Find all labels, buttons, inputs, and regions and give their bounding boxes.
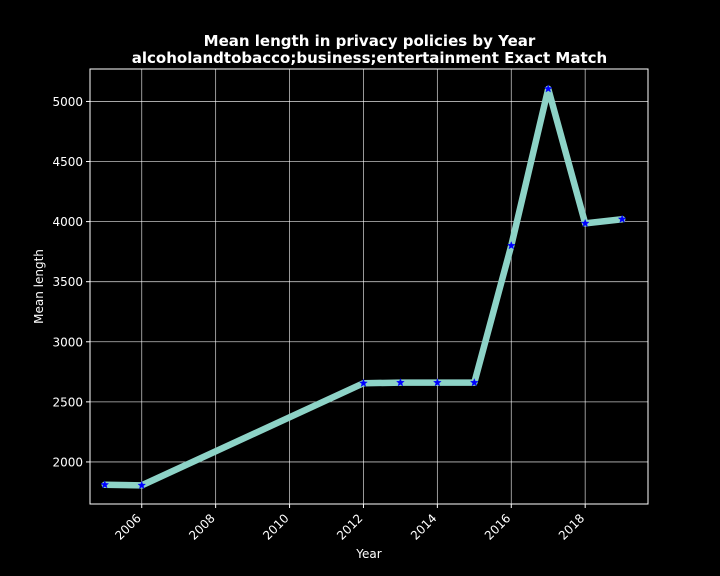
x-axis-label: Year [355,547,381,561]
y-tick-label: 4000 [52,215,83,229]
series-line [101,85,626,489]
data-point [580,218,590,228]
chart-title: Mean length in privacy policies by Year [204,32,536,50]
data-point [433,378,442,387]
data-point [359,378,368,387]
grid [90,69,648,504]
data-point [506,241,516,250]
y-tick-label: 3000 [52,335,83,349]
data-point [396,378,405,387]
x-tick-label: 2010 [260,511,291,542]
ticks: 2006 2008 2010 2012 2014 2016 2018 2000 2500 3000… [52,95,587,543]
x-tick-label: 2012 [334,511,365,542]
data-point [100,480,110,489]
chart-subtitle: alcoholandtobacco;business;entertainment… [132,49,607,67]
plot-frame [89,68,649,505]
y-tick-label: 2500 [52,395,83,409]
data-point [543,84,553,93]
y-axis-label: Mean length [32,249,46,324]
x-tick-label: 2016 [482,511,513,542]
series-layer [100,84,627,490]
y-tick-label: 3500 [52,275,83,289]
x-tick-label: 2014 [408,511,439,542]
data-point [617,214,627,223]
x-tick-label: 2008 [186,511,217,542]
data-point [469,378,479,387]
data-point [137,480,147,490]
x-tick-label: 2006 [112,511,143,542]
y-tick-label: 2000 [52,455,83,469]
y-tick-label: 4500 [52,155,83,169]
x-tick-label: 2018 [556,511,587,542]
y-tick-label: 5000 [52,95,83,109]
